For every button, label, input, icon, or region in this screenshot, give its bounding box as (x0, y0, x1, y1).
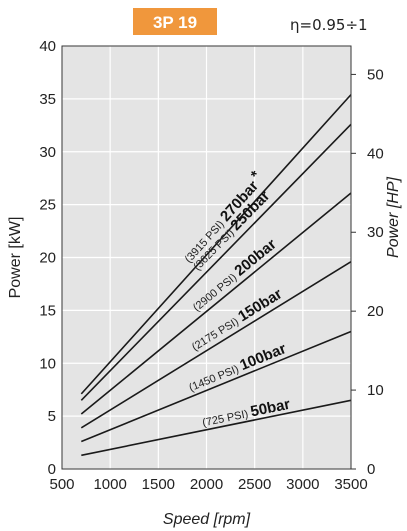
y-tick-label: 40 (39, 38, 56, 55)
y-tick-label: 30 (39, 144, 56, 161)
efficiency-label: η=0.95÷1 (290, 16, 368, 34)
chart-header: 3P 19 η=0.95÷1 (133, 8, 368, 35)
model-badge (133, 8, 217, 35)
x-tick-label: 2500 (238, 476, 271, 493)
y-axis-title: Power [kW] (7, 217, 24, 299)
y2-tick-label: 10 (367, 382, 384, 399)
y-tick-label: 20 (39, 250, 56, 267)
x-tick-label: 1500 (142, 476, 175, 493)
x-tick-label: 3500 (334, 476, 367, 493)
x-tick-label: 1000 (93, 476, 126, 493)
y2-tick-label: 50 (367, 66, 384, 83)
series-lines (80, 94, 352, 457)
y-tick-label: 15 (39, 302, 56, 319)
x-axis-title: Speed [rpm] (163, 511, 251, 528)
y-tick-label: 35 (39, 91, 56, 108)
y-tick-label: 10 (39, 355, 56, 372)
y2-tick-label: 40 (367, 145, 384, 162)
y-tick-label: 0 (48, 461, 56, 478)
x-tick-label: 500 (49, 476, 74, 493)
series-line-150bar (80, 261, 352, 429)
y2-tick-label: 20 (367, 303, 384, 320)
y2-axis-title: Power [HP] (385, 176, 402, 257)
x-tick-label: 2000 (190, 476, 223, 493)
series-line-50bar (81, 399, 352, 457)
series-line-250bar (80, 123, 352, 401)
y-tick-label: 5 (48, 408, 56, 425)
series-line-270bar (80, 94, 352, 395)
model-badge-label: 3P 19 (153, 13, 197, 32)
y-tick-label: 25 (39, 197, 56, 214)
x-tick-label: 3000 (286, 476, 319, 493)
series-line-100bar (80, 330, 352, 443)
axis-ticks: 500 1000 1500 2000 2500 3000 35000510152025303… (39, 38, 383, 493)
plot-frame (61, 45, 352, 470)
y2-tick-label: 0 (367, 461, 375, 478)
series-line-200bar (80, 192, 352, 415)
y2-tick-label: 30 (367, 224, 384, 241)
